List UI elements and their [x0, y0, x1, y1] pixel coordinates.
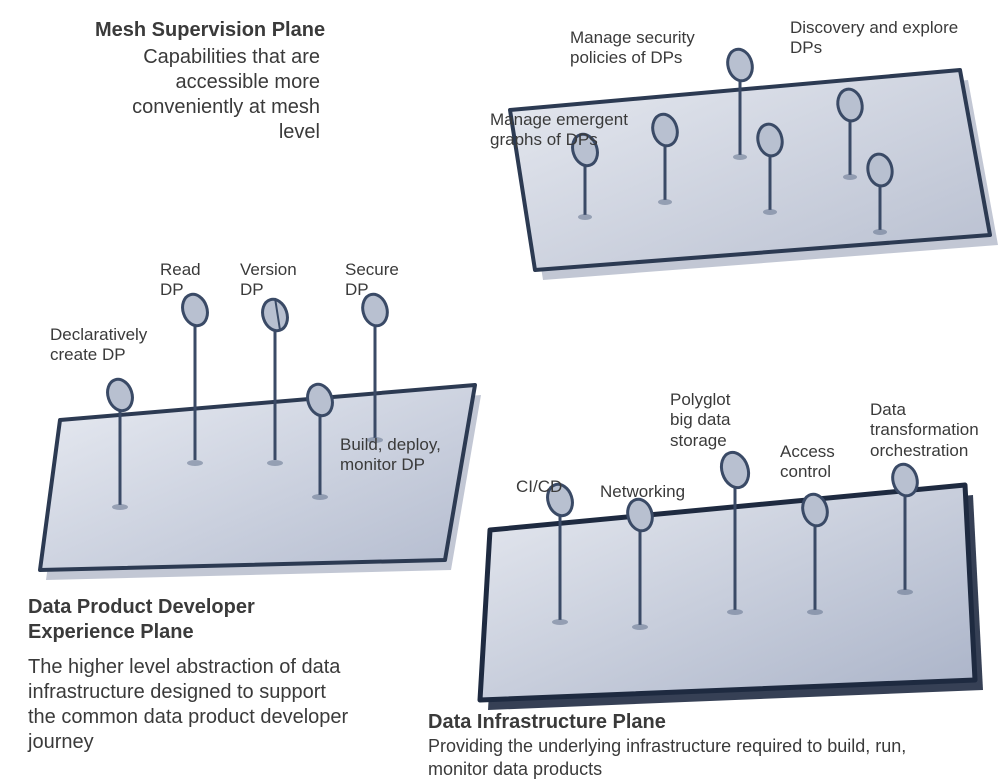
devexp-pin-label-read: Read DP — [160, 260, 220, 301]
infra-pin-label-access: Access control — [780, 442, 850, 483]
mesh-pin-label-security: Manage security policies of DPs — [570, 28, 730, 69]
infra-pin-label-polyglot: Polyglot big data storage — [670, 390, 750, 451]
devexp-pin-label-declarative: Declaratively create DP — [50, 325, 160, 366]
devexp-pin-label-version: Version DP — [240, 260, 310, 301]
infra-subtitle: Providing the underlying infrastructure … — [428, 735, 948, 780]
infra-pin-label-networking: Networking — [600, 482, 685, 502]
mesh-pin-label-emergent: Manage emergent graphs of DPs — [490, 110, 650, 151]
infra-pin-label-transform: Data transformation orchestration — [870, 400, 995, 461]
infra-pin-label-cicd: CI/CD — [516, 477, 562, 497]
mesh-title: Mesh Supervision Plane — [95, 18, 325, 43]
devexp-title: Data Product Developer Experience Plane — [28, 595, 288, 645]
devexp-subtitle: The higher level abstraction of data inf… — [28, 655, 358, 755]
mesh-pin-label-discovery: Discovery and explore DPs — [790, 18, 990, 59]
mesh-subtitle: Capabilities that are accessible more co… — [120, 45, 320, 145]
infra-title: Data Infrastructure Plane — [428, 710, 666, 735]
devexp-pin-label-build: Build, deploy, monitor DP — [340, 435, 460, 476]
devexp-pin-label-secure: Secure DP — [345, 260, 415, 301]
